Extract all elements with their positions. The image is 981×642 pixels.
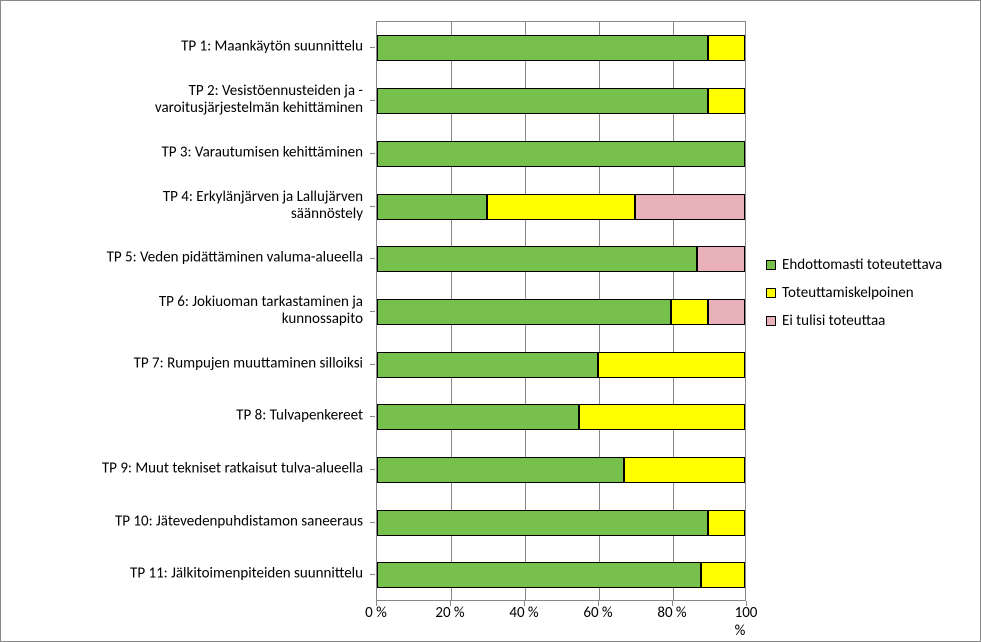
legend-swatch-icon [766,316,776,326]
plot-area [376,21,746,601]
bar-row [377,194,745,220]
bar-segment-yellow [624,457,745,483]
legend-item-pink: Ei tulisi toteuttaa [766,312,942,330]
bar-segment-green [377,88,708,114]
bar-segment-yellow [708,510,745,536]
bar-segment-yellow [598,352,745,378]
legend-label: Toteuttamiskelpoinen [782,284,914,302]
y-tick-mark [370,574,375,575]
bar-segment-yellow [579,404,745,430]
bar-segment-yellow [708,88,745,114]
y-tick-mark [370,522,375,523]
x-tick-label: 0 % [365,604,387,622]
bar-segment-green [377,299,671,325]
y-axis-label: TP 8: Tulvapenkereet [1,408,363,425]
y-tick-mark [370,416,375,417]
y-axis-label: TP 7: Rumpujen muuttaminen silloiksi [1,355,363,372]
bar-segment-green [377,141,745,167]
bar-segment-green [377,562,701,588]
bar-row [377,352,745,378]
bar-segment-yellow [708,35,745,61]
bars-container [377,22,745,600]
x-tick-label: 20 % [435,604,464,622]
bar-segment-yellow [701,562,745,588]
bar-segment-green [377,194,487,220]
bar-segment-green [377,510,708,536]
bar-row [377,141,745,167]
y-tick-mark [370,311,375,312]
y-axis-label: TP 2: Vesistöennusteiden ja -varoitusjär… [1,83,363,118]
y-axis-label: TP 6: Jokiuoman tarkastaminen jakunnossa… [1,294,363,329]
y-axis-label: TP 9: Muut tekniset ratkaisut tulva-alue… [1,460,363,477]
x-tick-label: 40 % [509,604,538,622]
bar-segment-yellow [671,299,708,325]
bar-row [377,35,745,61]
x-axis-labels: 0 %20 %40 %60 %80 %100 % [376,604,746,634]
y-axis-labels: TP 1: Maankäytön suunnittelu TP 2: Vesist… [1,21,371,601]
x-tick-label: 60 % [583,604,612,622]
bar-segment-green [377,35,708,61]
bar-row [377,404,745,430]
y-tick-mark [370,100,375,101]
bar-segment-pink [635,194,745,220]
y-tick-mark [370,153,375,154]
bar-row [377,562,745,588]
bar-segment-green [377,352,598,378]
y-tick-mark [370,206,375,207]
legend-label: Ehdottomasti toteutettava [782,256,942,274]
y-axis-label: TP 11: Jälkitoimenpiteiden suunnittelu [1,566,363,583]
bar-segment-green [377,457,624,483]
chart-frame: TP 1: Maankäytön suunnittelu TP 2: Vesist… [0,0,981,642]
bar-row [377,88,745,114]
bar-segment-pink [697,246,745,272]
y-axis-label: TP 10: Jätevedenpuhdistamon saneeraus [1,513,363,530]
legend-label: Ei tulisi toteuttaa [782,312,885,330]
bar-row [377,299,745,325]
bar-segment-green [377,246,697,272]
y-tick-mark [370,469,375,470]
x-tick-label: 100 % [735,604,758,640]
bar-segment-green [377,404,579,430]
bar-segment-yellow [487,194,634,220]
legend: Ehdottomasti toteutettava Toteuttamiskel… [766,256,942,340]
y-tick-mark [370,47,375,48]
legend-item-yellow: Toteuttamiskelpoinen [766,284,942,302]
bar-row [377,510,745,536]
y-tick-mark [370,364,375,365]
bar-row [377,246,745,272]
y-axis-label: TP 3: Varautumisen kehittäminen [1,144,363,161]
y-axis-label: TP 1: Maankäytön suunnittelu [1,39,363,56]
x-tick-label: 80 % [657,604,686,622]
y-tick-mark [370,258,375,259]
legend-item-green: Ehdottomasti toteutettava [766,256,942,274]
legend-swatch-icon [766,288,776,298]
bar-row [377,457,745,483]
legend-swatch-icon [766,260,776,270]
bar-segment-pink [708,299,745,325]
y-axis-label: TP 4: Erkylänjärven ja Lallujärvensäännö… [1,188,363,223]
y-axis-label: TP 5: Veden pidättäminen valuma-alueella [1,250,363,267]
